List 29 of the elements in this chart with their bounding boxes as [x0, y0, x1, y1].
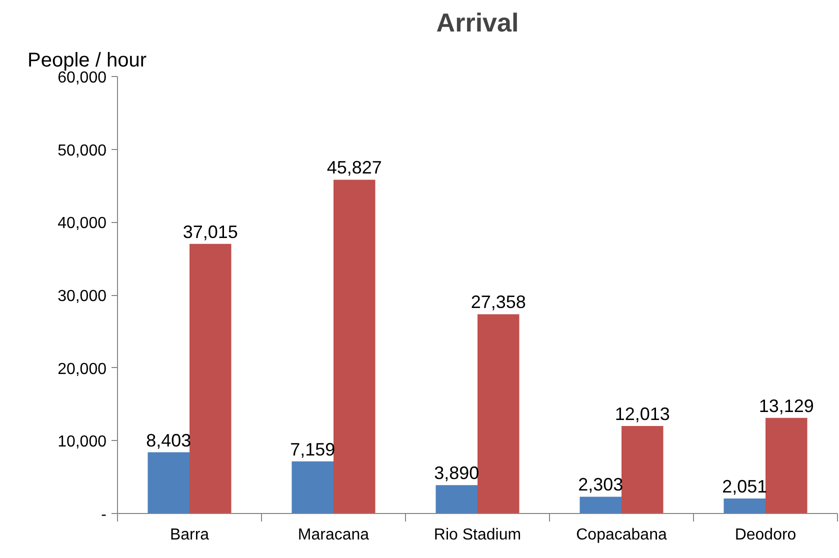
data-label: 27,358	[470, 292, 526, 312]
bar	[580, 496, 622, 514]
bar	[436, 485, 478, 514]
bar	[478, 314, 520, 514]
y-tick-label: 50,000	[58, 142, 107, 160]
x-tick-label: Rio Stadium	[434, 526, 522, 544]
y-tick-label: 10,000	[58, 434, 107, 451]
chart-title: Arrival	[436, 8, 519, 38]
data-label: 13,129	[758, 396, 814, 416]
data-label: 37,015	[182, 222, 238, 242]
x-tick-label: Copacabana	[576, 526, 667, 544]
bar	[190, 244, 232, 514]
bar	[766, 418, 808, 514]
y-axis-title: People / hour	[28, 50, 147, 72]
y-tick-label: 20,000	[58, 360, 107, 378]
bar	[622, 426, 664, 514]
x-tick-label: Deodoro	[734, 526, 796, 544]
x-tick-label: Maracana	[298, 526, 370, 544]
bar	[334, 180, 376, 514]
y-tick-label: 30,000	[58, 288, 107, 305]
bar	[724, 498, 766, 514]
data-label: 12,013	[614, 404, 670, 424]
y-tick-label: 60,000	[58, 70, 107, 86]
y-tick-label: -	[101, 506, 106, 524]
bar	[148, 452, 190, 514]
data-label: 45,827	[326, 158, 382, 178]
x-tick-label: Barra	[170, 526, 210, 544]
y-tick-label: 40,000	[58, 215, 107, 232]
bar	[292, 461, 334, 514]
